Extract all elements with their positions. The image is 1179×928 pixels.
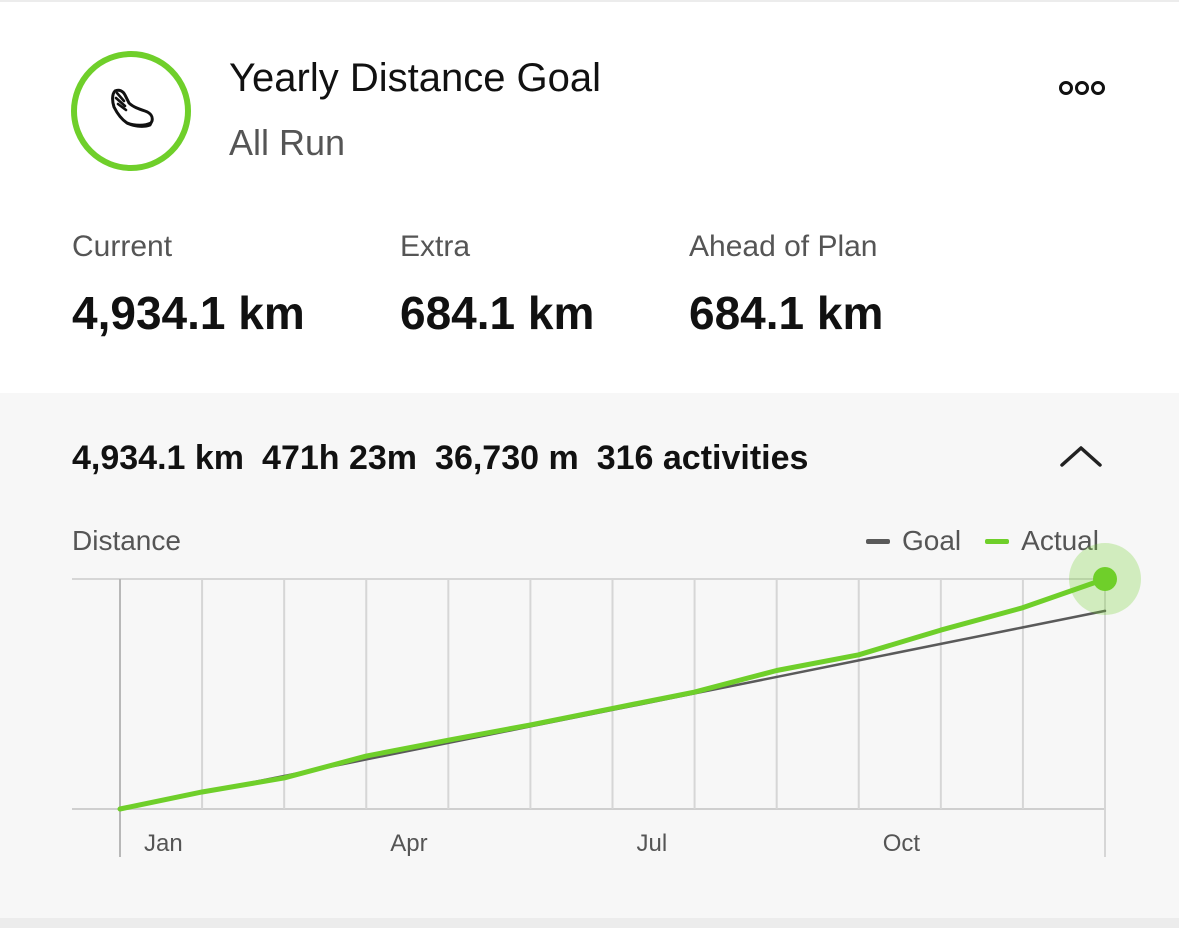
x-tick-label: Apr [390,830,427,857]
summary-elevation: 36,730 m [435,439,579,477]
goal-progress-ring [71,51,191,171]
stat-extra-value: 684.1 km [400,287,595,339]
goal-subtitle: All Run [229,122,346,163]
legend-goal-swatch [866,538,890,544]
goal-header-section: Yearly Distance Goal All Run Current 4,9… [0,2,1179,393]
chart-legend: Goal Actual [866,525,1099,557]
stat-current-label: Current [72,230,173,263]
summary-row: 4,934.1 km 471h 23m 36,730 m 316 activit… [72,439,808,478]
more-dots-icon [1059,81,1105,95]
chevron-up-icon [1060,446,1102,467]
x-tick-label: Jul [637,830,668,857]
x-tick-label: Jan [144,830,183,857]
summary-activities: 316 activities [596,439,809,477]
legend-actual: Actual [985,525,1099,557]
summary-distance: 4,934.1 km [72,439,245,477]
stat-ahead-label: Ahead of Plan [689,230,878,263]
summary-time: 471h 23m [262,439,418,477]
legend-goal-label: Goal [902,525,962,556]
chart-section: 4,934.1 km 471h 23m 36,730 m 316 activit… [0,393,1179,918]
legend-actual-label: Actual [1021,525,1099,556]
actual-endpoint-dot [1093,567,1117,591]
running-shoe-icon [105,83,157,140]
collapse-button[interactable] [1056,441,1106,471]
stat-ahead-value: 684.1 km [689,287,884,339]
chart-y-label: Distance [72,525,181,556]
goal-title: Yearly Distance Goal [229,56,602,100]
distance-chart: Jan Apr Jul Oct [72,543,1141,857]
stat-current-value: 4,934.1 km [72,287,305,339]
actual-series-line [117,576,1108,812]
legend-actual-swatch [985,538,1010,544]
stat-extra: Extra 684.1 km [400,230,594,340]
stat-current: Current 4,934.1 km [72,230,305,340]
legend-goal: Goal [866,525,961,557]
stat-ahead-of-plan: Ahead of Plan 684.1 km [689,230,883,340]
more-options-button[interactable] [1052,74,1112,102]
x-tick-label: Oct [883,830,921,857]
stat-extra-label: Extra [400,230,471,263]
